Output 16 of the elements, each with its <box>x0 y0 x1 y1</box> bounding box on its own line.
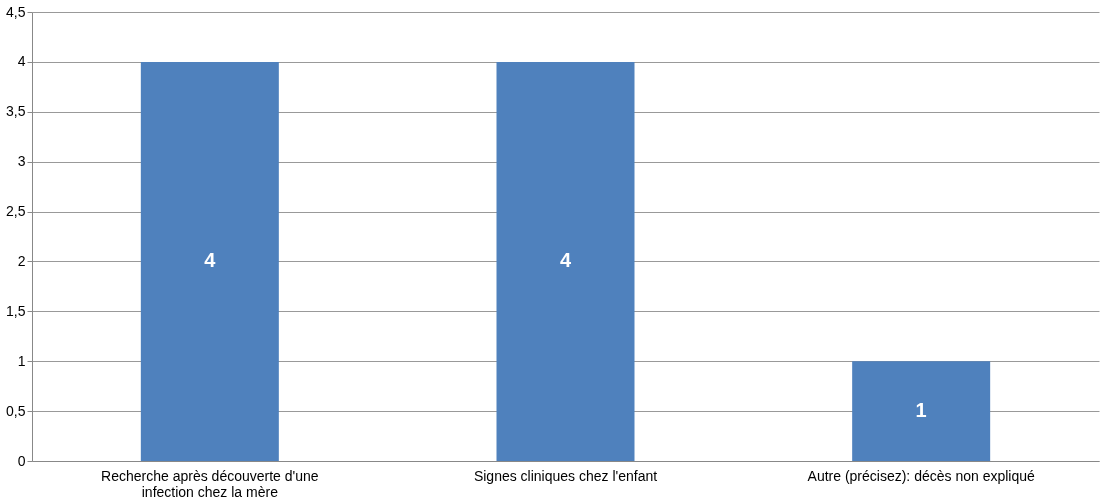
y-tick-label: 4 <box>17 53 26 70</box>
data-label: 4 <box>559 249 572 272</box>
y-tick-label: 4,5 <box>6 3 26 20</box>
y-tick-label: 2 <box>17 252 26 269</box>
x-tick-label: Recherche après découverte d'une infection chez la mère <box>101 467 319 500</box>
data-label: 4 <box>204 249 217 272</box>
data-label: 1 <box>915 399 927 422</box>
y-tick-label: 0,5 <box>6 402 26 419</box>
y-tick-label: 0 <box>17 452 26 469</box>
y-tick-label: 1,5 <box>6 302 26 319</box>
y-tick-label: 3 <box>17 153 26 170</box>
x-tick-label: Signes cliniques chez l'enfant <box>473 467 658 484</box>
y-tick-label: 3,5 <box>6 103 26 120</box>
x-tick-label: Autre (précisez): décès non expliqué <box>807 467 1035 484</box>
y-tick-label: 1 <box>17 352 26 369</box>
y-tick-label: 2,5 <box>6 203 26 220</box>
